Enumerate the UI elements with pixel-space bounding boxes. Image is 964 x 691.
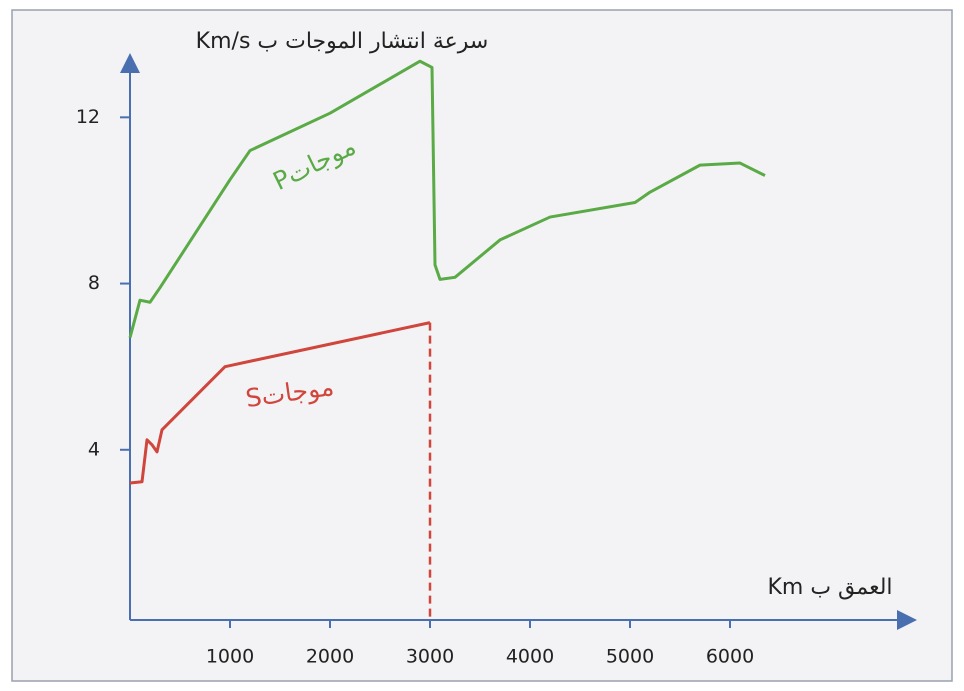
y-tick-label: 4: [88, 438, 100, 460]
x-tick-label: 2000: [306, 646, 354, 668]
x-axis-title: العمق ب Km: [767, 575, 892, 600]
series-line: [129, 321, 431, 485]
series-line: [128, 59, 766, 338]
y-tick-label: 12: [76, 106, 100, 128]
y-tick-label: 8: [88, 272, 100, 294]
x-tick-label: 4000: [506, 646, 554, 668]
frame: [11, 9, 953, 682]
x-tick-label: 3000: [406, 646, 454, 668]
y-axis-title: سرعة انتشار الموجات ب Km/s: [196, 29, 489, 54]
x-tick-label: 5000: [606, 646, 654, 668]
x-tick-label: 6000: [706, 646, 754, 668]
x-tick-label: 1000: [206, 646, 254, 668]
